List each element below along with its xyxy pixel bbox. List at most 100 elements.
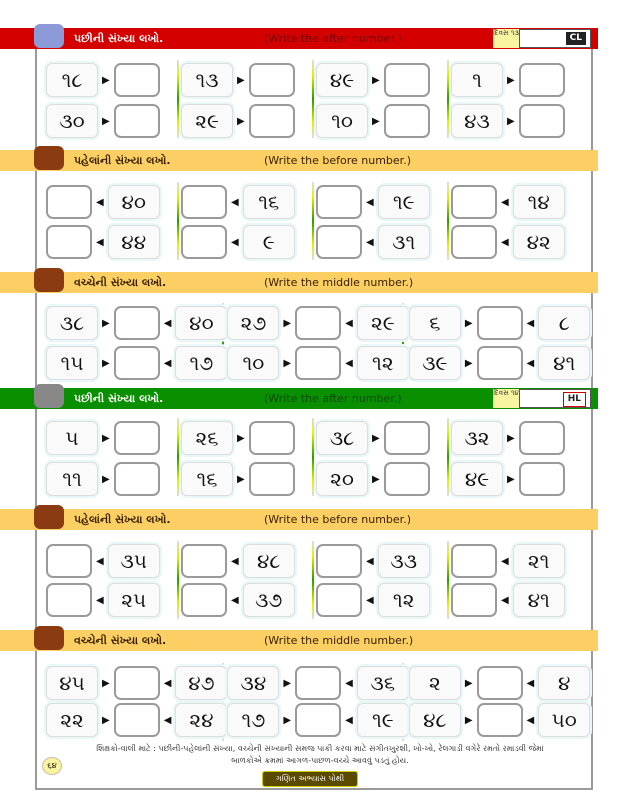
given-number: ૨: [408, 666, 461, 700]
arrow-right-icon: ▶: [237, 74, 245, 86]
given-number: ૧૮: [46, 63, 98, 97]
exercise-row: ◀ ૩૫ ◀ ૪૮ ◀ ૩૩ ◀ ૨૧: [46, 543, 586, 579]
given-number: ૪૩: [451, 104, 503, 138]
answer-box[interactable]: [46, 225, 92, 259]
answer-box[interactable]: [46, 583, 92, 617]
instruction-gujarati: પહેલાંની સંખ્યા લખો.: [74, 512, 171, 526]
answer-box[interactable]: [476, 703, 523, 737]
exercise-row: ૨૨ ▶ ◀ ૨૪ ૧૭ ▶ ◀ ૧૯ ૪૮ ▶ ◀ ૫૦: [46, 702, 591, 738]
answer-box[interactable]: [181, 225, 227, 259]
answer-box[interactable]: [476, 306, 523, 340]
answer-box[interactable]: [383, 462, 430, 496]
given-number: ૩૩: [377, 544, 430, 578]
arrow-right-icon: ▶: [283, 677, 292, 689]
arrow-left-icon: ◀: [501, 555, 509, 567]
exercise-item: ◀ ૪૨: [451, 224, 586, 260]
instruction-english: (Write the before number.): [264, 513, 411, 526]
arrow-right-icon: ▶: [102, 432, 110, 444]
answer-box[interactable]: [295, 346, 342, 380]
instruction-gujarati: પછીની સંખ્યા લખો.: [74, 31, 164, 45]
exercise-item: ૨૨ ▶ ◀ ૨૪: [46, 702, 228, 738]
answer-box[interactable]: [451, 185, 497, 219]
answer-box[interactable]: [46, 544, 92, 578]
exercise-item: ૪૮ ▶ ◀ ૫૦: [408, 702, 591, 738]
exercise-item: ◀ ૨૧: [451, 543, 586, 579]
answer-box[interactable]: [518, 421, 565, 455]
given-number: ૩૪: [227, 666, 280, 700]
arrow-left-icon: ◀: [96, 555, 104, 567]
answer-box[interactable]: [451, 583, 497, 617]
answer-box[interactable]: [476, 666, 523, 700]
answer-box[interactable]: [295, 666, 342, 700]
exercise-item: ૩૪ ▶ ◀ ૩૬: [227, 665, 409, 701]
given-number: ૧: [451, 63, 503, 97]
exercise-item: ૧૬ ▶: [181, 461, 316, 497]
column-divider: [312, 541, 314, 619]
answer-box[interactable]: [113, 421, 160, 455]
given-number: ૯: [242, 225, 295, 259]
answer-box[interactable]: [295, 703, 342, 737]
column-divider: [312, 182, 314, 260]
answer-box[interactable]: [451, 544, 497, 578]
answer-box[interactable]: [518, 63, 565, 97]
exercise-row: ◀ ૪૦ ◀ ૧૬ ◀ ૧૯ ◀ ૧૪: [46, 184, 586, 220]
level-tag-box: CL: [519, 29, 591, 48]
section-header: વચ્ચેની સંખ્યા લખો. (Write the middle num…: [0, 267, 598, 293]
given-number: ૨૧: [512, 544, 565, 578]
arrow-right-icon: ▶: [102, 714, 110, 726]
answer-box[interactable]: [46, 185, 92, 219]
answer-box[interactable]: [113, 346, 160, 380]
answer-box[interactable]: [383, 421, 430, 455]
exercise-item: ૨૭ ▶ ◀ ૨૯: [227, 305, 409, 341]
column-divider: [177, 541, 179, 619]
answer-box[interactable]: [113, 703, 160, 737]
given-number: ૪૯: [451, 462, 503, 496]
mascot-icon: [34, 23, 64, 48]
answer-box[interactable]: [476, 346, 523, 380]
answer-box[interactable]: [451, 225, 497, 259]
answer-box[interactable]: [113, 63, 160, 97]
answer-box[interactable]: [181, 185, 227, 219]
answer-box[interactable]: [383, 104, 430, 138]
exercise-item: ૩૮ ▶ ◀ ૪૦: [46, 305, 228, 341]
arrow-right-icon: ▶: [464, 714, 473, 726]
given-number: ૩૬: [356, 666, 409, 700]
answer-box[interactable]: [113, 462, 160, 496]
answer-box[interactable]: [113, 666, 160, 700]
exercise-item: ૨૬ ▶: [181, 420, 316, 456]
arrow-left-icon: ◀: [163, 714, 172, 726]
answer-box[interactable]: [113, 104, 160, 138]
mascot-icon: [34, 267, 64, 292]
arrow-left-icon: ◀: [231, 555, 239, 567]
answer-box[interactable]: [316, 185, 362, 219]
answer-box[interactable]: [316, 225, 362, 259]
arrow-left-icon: ◀: [526, 357, 535, 369]
column-divider: [177, 418, 179, 496]
answer-box[interactable]: [248, 104, 295, 138]
answer-box[interactable]: [295, 306, 342, 340]
column-divider: [312, 418, 314, 496]
given-number: ૪૧: [512, 583, 565, 617]
arrow-right-icon: ▶: [283, 357, 292, 369]
arrow-left-icon: ◀: [366, 594, 374, 606]
exercise-item: ૧૦ ▶: [316, 103, 451, 139]
answer-box[interactable]: [316, 544, 362, 578]
answer-box[interactable]: [248, 421, 295, 455]
answer-box[interactable]: [518, 104, 565, 138]
answer-box[interactable]: [113, 306, 160, 340]
column-divider: [312, 60, 314, 138]
column-divider: [447, 60, 449, 138]
exercise-row: ૧૧ ▶ ૧૬ ▶ ૨૦ ▶ ૪૯ ▶: [46, 461, 586, 497]
answer-box[interactable]: [248, 63, 295, 97]
answer-box[interactable]: [248, 462, 295, 496]
answer-box[interactable]: [383, 63, 430, 97]
exercise-item: ૩૨ ▶: [451, 420, 586, 456]
answer-box[interactable]: [181, 544, 227, 578]
exercise-item: ◀ ૩૭: [181, 582, 316, 618]
answer-box[interactable]: [316, 583, 362, 617]
arrow-right-icon: ▶: [372, 115, 380, 127]
answer-box[interactable]: [518, 462, 565, 496]
exercise-item: ◀ ૧૯: [316, 184, 451, 220]
answer-box[interactable]: [181, 583, 227, 617]
exercise-item: ૨૯ ▶: [181, 103, 316, 139]
